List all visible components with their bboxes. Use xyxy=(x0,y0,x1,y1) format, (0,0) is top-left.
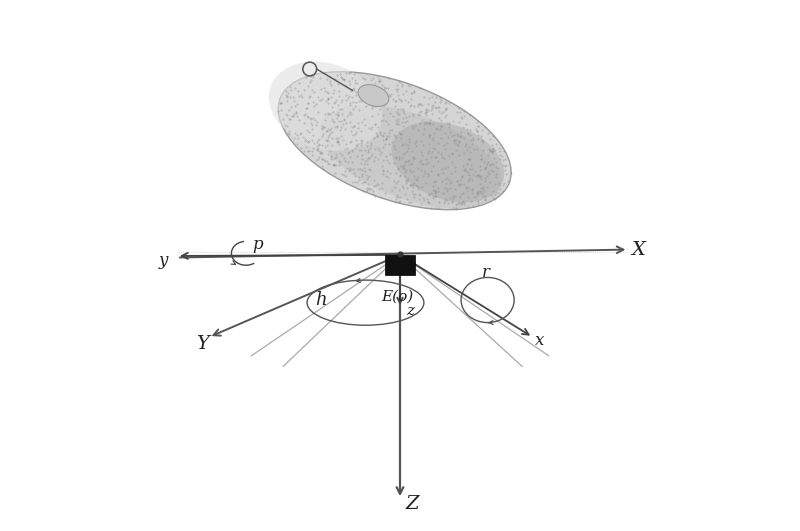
Text: Y: Y xyxy=(196,335,209,353)
Text: Z: Z xyxy=(406,495,419,513)
Text: p: p xyxy=(252,236,263,253)
Ellipse shape xyxy=(278,72,511,210)
Ellipse shape xyxy=(320,105,502,208)
Text: h: h xyxy=(315,291,326,309)
Text: X: X xyxy=(631,241,645,259)
Text: E(o): E(o) xyxy=(382,290,414,304)
Text: y: y xyxy=(159,252,168,269)
Text: x: x xyxy=(535,332,545,349)
Ellipse shape xyxy=(391,122,504,202)
Bar xyxy=(386,255,414,275)
Text: z: z xyxy=(406,304,414,318)
Text: r: r xyxy=(482,264,490,281)
Ellipse shape xyxy=(269,62,382,151)
Ellipse shape xyxy=(358,84,389,107)
